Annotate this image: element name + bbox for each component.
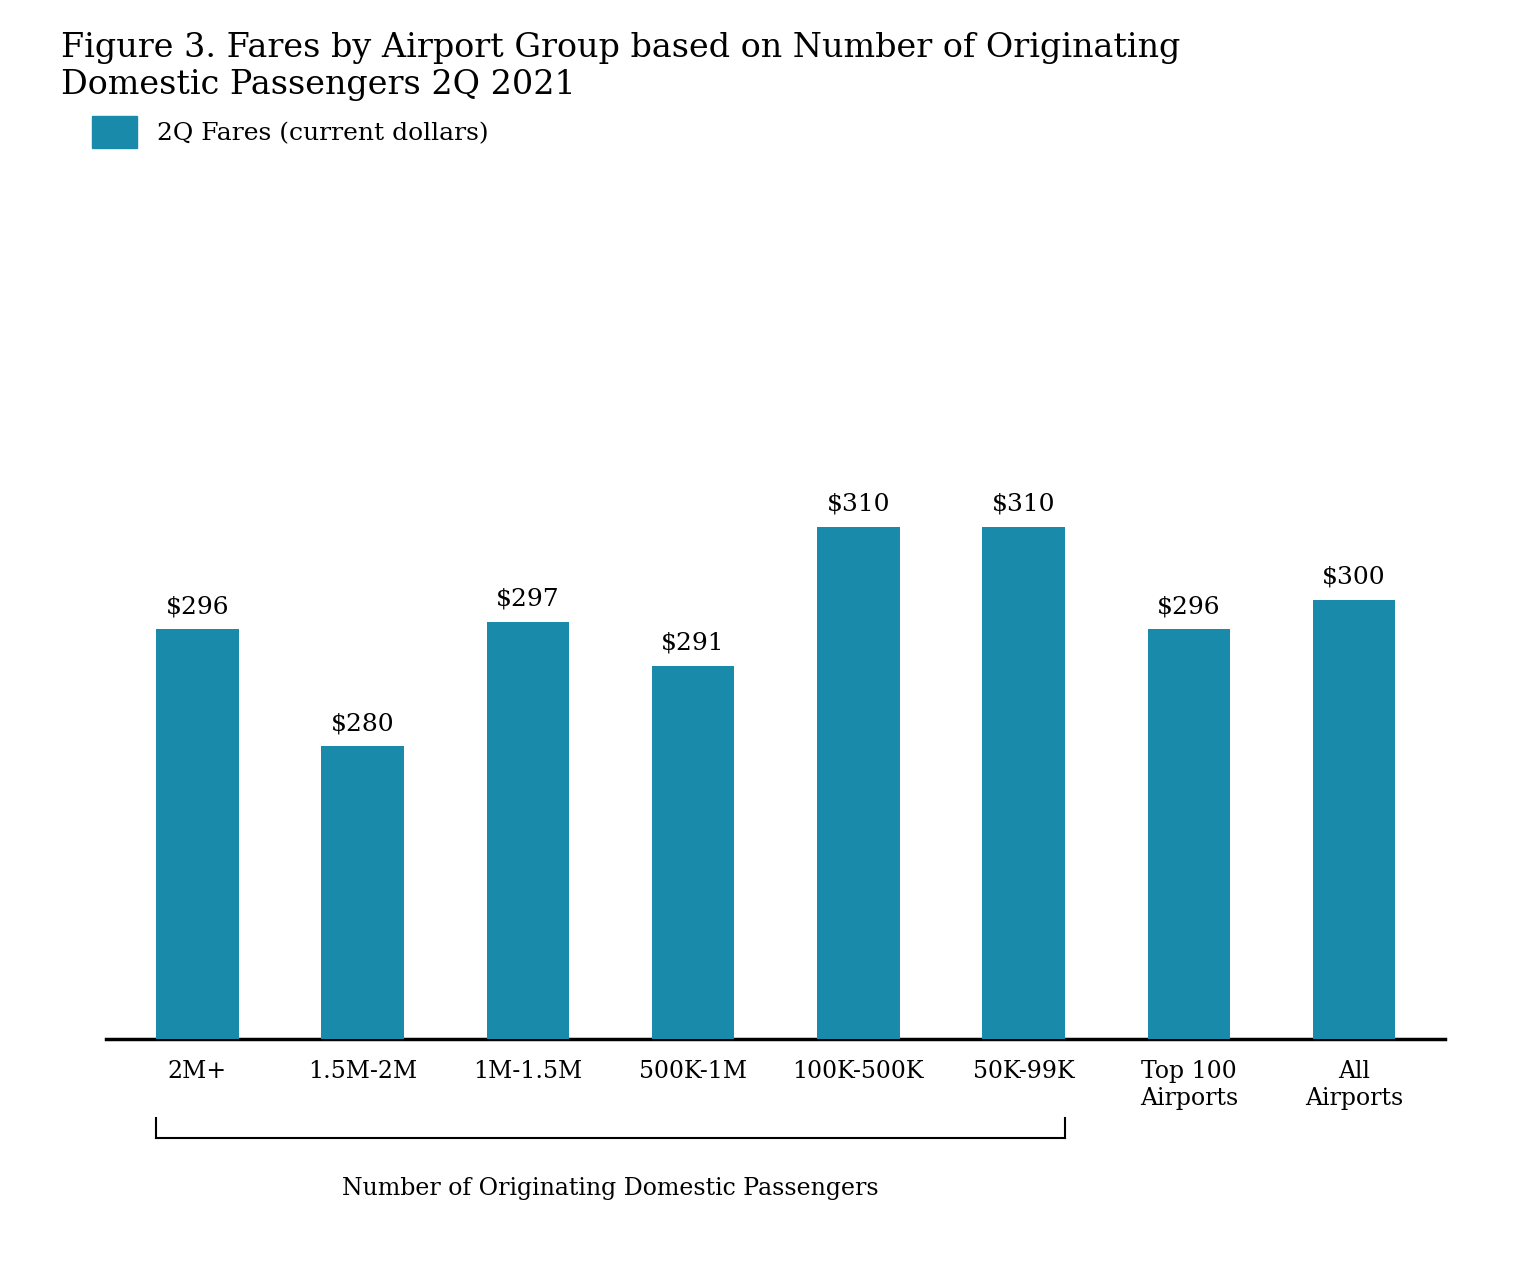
- Legend: 2Q Fares (current dollars): 2Q Fares (current dollars): [93, 115, 488, 148]
- Text: $310: $310: [992, 493, 1056, 516]
- Bar: [983, 527, 1065, 1267]
- Text: Number of Originating Domestic Passengers: Number of Originating Domestic Passenger…: [342, 1177, 879, 1200]
- Bar: [653, 665, 735, 1267]
- Text: $297: $297: [496, 588, 560, 611]
- Text: $300: $300: [1322, 566, 1386, 589]
- Text: $310: $310: [826, 493, 890, 516]
- Bar: [487, 622, 569, 1267]
- Text: Figure 3. Fares by Airport Group based on Number of Originating
Domestic Passeng: Figure 3. Fares by Airport Group based o…: [61, 32, 1180, 100]
- Bar: [157, 628, 239, 1267]
- Bar: [817, 527, 899, 1267]
- Bar: [321, 746, 405, 1267]
- Bar: [1147, 628, 1230, 1267]
- Text: $296: $296: [1157, 595, 1221, 618]
- Text: $296: $296: [166, 595, 230, 618]
- Text: $291: $291: [662, 632, 726, 655]
- Text: $280: $280: [330, 712, 394, 735]
- Bar: [1313, 599, 1395, 1267]
